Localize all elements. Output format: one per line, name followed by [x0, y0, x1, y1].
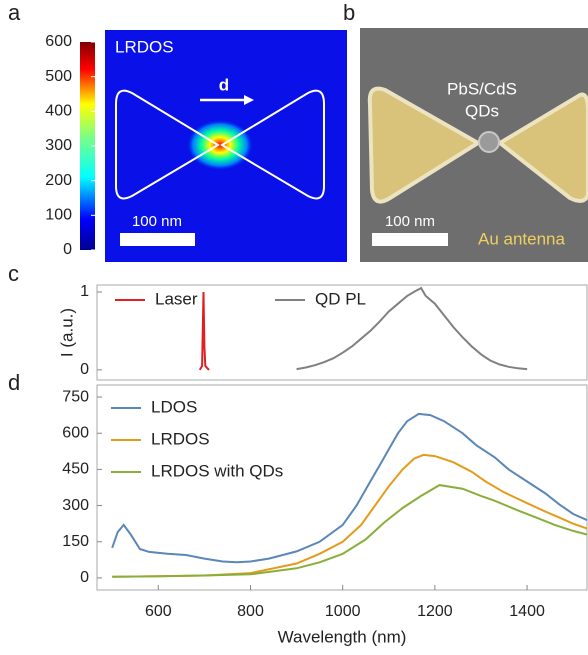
scale-bar: [120, 233, 195, 246]
x-axis-label: Wavelength (nm): [278, 627, 407, 646]
particle-label: PbS/CdS: [447, 79, 517, 98]
arrow-label: d: [219, 75, 229, 94]
y-tick-label: 300: [62, 497, 89, 514]
colorbar: [80, 42, 95, 250]
colorbar-tick-label: 600: [45, 33, 72, 50]
y-tick-label: 450: [62, 461, 89, 478]
material-label: Au antenna: [478, 229, 566, 248]
plot-frame: [96, 284, 588, 381]
y-tick-label: 150: [62, 533, 89, 550]
colorbar-tick-label: 300: [45, 137, 72, 154]
arrow-head: [244, 95, 254, 105]
legend-label: Laser: [155, 289, 198, 308]
gold-triangle: [367, 86, 482, 204]
panel-label: d: [8, 370, 20, 395]
y-tick-label: 600: [62, 424, 89, 441]
y-tick-label: 0: [80, 569, 89, 586]
colorbar-tick-label: 100: [45, 207, 72, 224]
y-tick-label: 1: [80, 283, 89, 300]
map-title: LRDOS: [115, 37, 174, 56]
y-tick-label: 0: [80, 361, 89, 378]
x-tick-label: 1200: [417, 603, 453, 620]
y-tick-label: 750: [62, 388, 89, 405]
colorbar-tick-label: 500: [45, 68, 72, 85]
quantum-dots: [478, 131, 500, 153]
line-series: [111, 412, 587, 564]
plot-frame: [96, 384, 588, 591]
x-tick-label: 1000: [325, 603, 361, 620]
y-axis-label: I (a.u.): [57, 308, 76, 357]
legend-label: QD PL: [315, 289, 366, 308]
line-series: [112, 484, 587, 578]
bowtie-outline: [115, 89, 325, 200]
particle-label: QDs: [465, 101, 499, 120]
gold-triangle: [496, 92, 588, 203]
line-series: [198, 291, 210, 371]
scale-bar-label: 100 nm: [132, 213, 182, 230]
hotspot: [186, 119, 254, 171]
legend-label: LRDOS with QDs: [151, 461, 283, 480]
legend-label: LDOS: [151, 397, 197, 416]
panel-label: b: [343, 0, 355, 25]
legend-label: LRDOS: [151, 429, 210, 448]
x-tick-label: 800: [237, 603, 264, 620]
colorbar-tick-label: 400: [45, 103, 72, 120]
x-tick-label: 1400: [509, 603, 545, 620]
scale-bar: [372, 233, 448, 246]
colorbar-tick-label: 200: [45, 172, 72, 189]
panel-label: a: [8, 0, 21, 25]
panel-label: c: [8, 261, 19, 286]
line-series: [296, 286, 528, 371]
x-tick-label: 600: [145, 603, 172, 620]
scale-bar-label: 100 nm: [385, 213, 435, 230]
colorbar-tick-label: 0: [63, 241, 72, 258]
line-series: [112, 453, 587, 578]
